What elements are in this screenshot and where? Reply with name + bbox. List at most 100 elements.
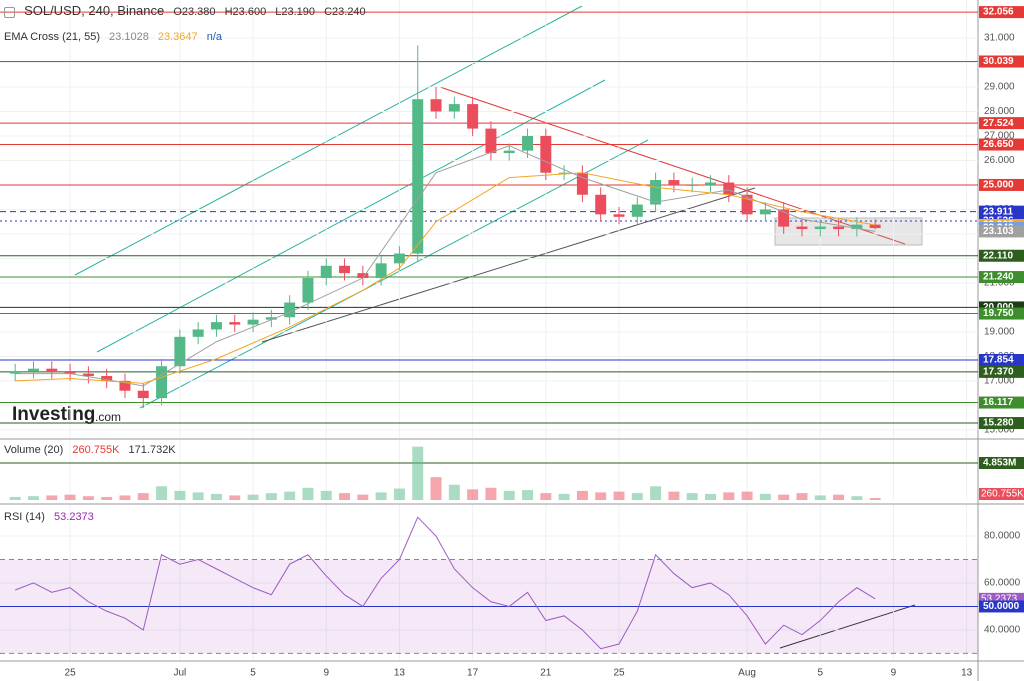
candle-body	[265, 317, 277, 320]
candle-body	[778, 209, 790, 227]
candle-body	[9, 371, 21, 374]
level-label: 22.110	[983, 250, 1013, 261]
level-label-box	[979, 354, 1024, 367]
candle-body	[375, 263, 387, 279]
candle-body	[833, 226, 845, 230]
volume-bar	[119, 495, 131, 500]
ohlc-value: L23.190	[275, 6, 316, 18]
volume-bar	[814, 495, 826, 500]
level-label-box	[979, 307, 1024, 320]
volume-bar	[339, 493, 351, 500]
candle-body	[119, 380, 131, 391]
volume-bar	[759, 493, 771, 500]
level-label: 32.056	[983, 7, 1014, 18]
candle-body	[192, 329, 204, 337]
y-tick-label: 31.000	[984, 33, 1015, 44]
candle-body	[64, 371, 76, 374]
candle-body	[631, 204, 643, 217]
volume-bar	[833, 494, 845, 500]
volume-bar	[650, 486, 662, 500]
x-tick-label: 21	[540, 668, 552, 679]
channel-line	[96, 79, 606, 353]
candle-body	[302, 278, 314, 303]
x-tick-label: 5	[250, 668, 256, 679]
y-tick-label: 15.000	[984, 425, 1015, 436]
x-tick-label: 25	[613, 668, 625, 679]
y-tick-label: 19.000	[984, 327, 1015, 338]
volume-bar	[631, 493, 643, 500]
level-label: 4.853M	[983, 458, 1016, 469]
watermark: Investing	[12, 404, 95, 425]
level-label: 25.000	[983, 180, 1014, 191]
candle-body	[101, 376, 113, 381]
x-tick-label: Aug	[738, 668, 756, 679]
candle-body	[339, 265, 351, 274]
trend-line	[261, 187, 756, 343]
candle-body	[27, 368, 39, 372]
volume-bar	[448, 484, 460, 500]
x-tick-label: 5	[817, 668, 823, 679]
level-label-box	[979, 205, 1024, 218]
volume-bar	[101, 496, 113, 500]
ema-line	[15, 172, 876, 384]
volume-bar	[595, 492, 607, 500]
volume-bar	[64, 494, 76, 500]
candle-body	[723, 182, 735, 195]
indicator-value: 23.1028	[109, 31, 149, 43]
levels	[0, 11, 978, 424]
candle-body	[46, 368, 58, 372]
candle-body	[705, 182, 716, 185]
rsi-value: 53.2373	[54, 511, 94, 523]
candle-body	[650, 180, 662, 205]
level-labels: 4.853M	[979, 457, 1024, 470]
x-tick-label: Jul	[173, 668, 186, 679]
volume-bar	[540, 493, 552, 500]
volume-bar	[723, 492, 735, 500]
level-label-box	[979, 396, 1024, 409]
rsi-title: RSI (14)	[4, 511, 45, 523]
level-label-box	[979, 365, 1024, 378]
volume-bar	[869, 498, 881, 500]
rsi-line	[15, 516, 876, 650]
level-labels: 32.05630.03927.52426.65025.00023.91123.5…	[979, 6, 1024, 430]
volume-bar	[668, 491, 680, 500]
level-label-box	[979, 6, 1024, 19]
candle-body	[174, 336, 186, 367]
volume-value: 260.755K	[72, 444, 120, 456]
level-label: 30.039	[983, 56, 1014, 67]
y-tick-label: 17.000	[984, 376, 1015, 387]
volume-bar	[430, 477, 442, 500]
price-legend: SOL/USD, 240, Binance O23.380 H23.600 L2…	[4, 3, 372, 18]
volume-bar	[412, 446, 424, 500]
indicator-legend: EMA Cross (21, 55) 23.1028 23.3647 n/a	[4, 31, 228, 43]
level-label: 19.750	[983, 308, 1014, 319]
level-label-box	[979, 600, 1024, 613]
volume-bar	[174, 490, 186, 500]
rsi-trend-line	[779, 604, 916, 649]
candle-body	[82, 373, 94, 377]
level-label: 23.911	[983, 206, 1013, 217]
collapse-button[interactable]	[4, 6, 15, 18]
candle-body	[156, 366, 168, 399]
level-label-box	[979, 138, 1024, 151]
x-tick-label: 25	[65, 668, 77, 679]
candle-body	[412, 99, 424, 254]
volume-bar	[467, 489, 479, 500]
volume-bar	[796, 493, 808, 500]
last-label: 53.2373	[981, 593, 1018, 604]
channel-line	[74, 5, 583, 276]
symbol-title: SOL/USD, 240, Binance	[24, 3, 165, 18]
candle-body	[393, 253, 405, 264]
volume-bar	[46, 495, 58, 500]
volume-bar	[302, 487, 314, 500]
y-tick-label: 29.000	[984, 82, 1015, 93]
volume-bar	[192, 492, 204, 500]
volume-bar	[27, 496, 39, 500]
level-label: 15.280	[983, 418, 1014, 429]
rsi-legend: RSI (14) 53.2373	[4, 511, 100, 523]
volume-bar	[522, 490, 534, 500]
pane	[69, 440, 968, 500]
